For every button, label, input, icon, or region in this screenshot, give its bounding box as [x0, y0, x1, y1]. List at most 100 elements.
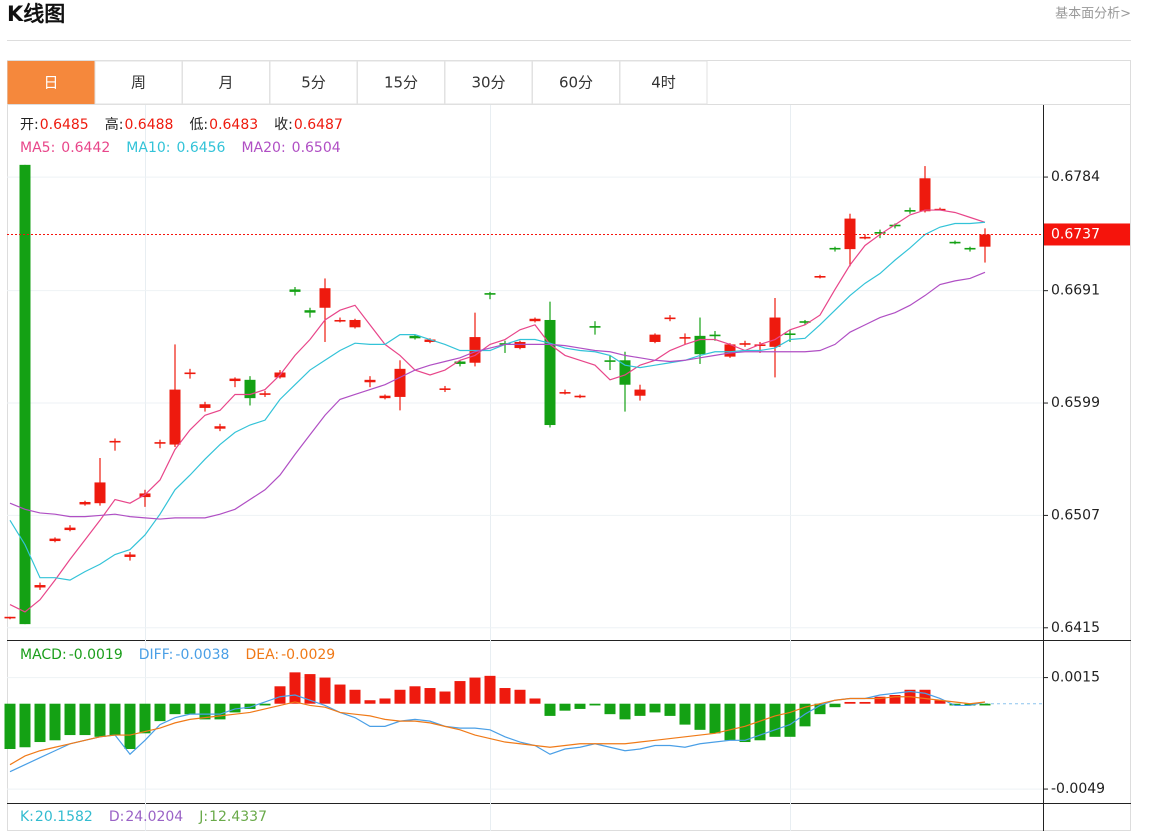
macd-bar: [349, 689, 361, 704]
legend-value: 24.0204: [125, 809, 183, 825]
tab[interactable]: [182, 60, 270, 105]
tab[interactable]: [357, 60, 445, 105]
macd-bar: [484, 675, 496, 704]
y-tick-label: 0.6691: [1051, 283, 1100, 299]
candle-body: [814, 276, 826, 278]
macd-bar: [79, 703, 91, 736]
legend-value: 0.6483: [209, 117, 258, 133]
macd-bar: [199, 703, 211, 720]
tab-label[interactable]: 30分: [471, 74, 505, 92]
macd-bar: [679, 703, 691, 725]
macd-bar: [559, 703, 571, 711]
tab[interactable]: [619, 60, 708, 105]
candle-body: [304, 310, 316, 313]
tab[interactable]: [94, 60, 183, 105]
macd-bar: [94, 703, 106, 737]
candle-body: [949, 241, 961, 244]
y-tick-label: 0.6507: [1051, 507, 1100, 523]
legend-label: K:: [20, 809, 34, 825]
legend-value: 0.6456: [176, 140, 225, 156]
macd-bar: [919, 689, 931, 704]
candle-body: [514, 341, 526, 349]
macd-bar: [574, 703, 586, 709]
legend-label: MA20:: [241, 140, 285, 156]
candle-body: [874, 232, 886, 234]
macd-bar: [874, 696, 886, 704]
candle-body: [214, 426, 226, 429]
y-tick-label: 0.6784: [1051, 169, 1100, 185]
legend-value: 0.6485: [40, 117, 89, 133]
candle-body: [409, 335, 421, 339]
tab-label[interactable]: 月: [218, 74, 233, 92]
tab[interactable]: [7, 61, 95, 104]
macd-bar: [394, 689, 406, 704]
macd-bar: [169, 703, 181, 715]
macd-bar: [889, 695, 901, 704]
macd-line: [9, 696, 986, 766]
macd-bar: [604, 703, 616, 715]
tab-label[interactable]: 4时: [651, 74, 676, 92]
macd-bar: [514, 689, 526, 704]
legend-label: MA10:: [126, 140, 170, 156]
candle-body: [664, 317, 676, 320]
macd-bar: [184, 703, 196, 715]
candle-body: [574, 395, 586, 398]
candle-body: [559, 392, 571, 394]
macd-bar: [469, 677, 481, 704]
tab-label[interactable]: 周: [131, 74, 146, 92]
macd-bar: [334, 684, 346, 704]
legend-label: DEA:: [245, 647, 279, 663]
macd-bar: [979, 703, 991, 706]
candle-body: [799, 321, 811, 323]
candle-body: [859, 236, 871, 239]
y-tick-label: 0.6599: [1051, 395, 1100, 411]
macd-bar: [934, 700, 946, 704]
macd-bar: [139, 703, 151, 734]
legend-value: 0.6488: [124, 117, 173, 133]
candle-body: [649, 334, 661, 342]
candle-body: [544, 319, 556, 426]
macd-bar: [409, 686, 421, 704]
candle-body: [754, 344, 766, 347]
candle-body: [844, 218, 856, 250]
fundamental-link[interactable]: 基本面分析>: [1055, 7, 1131, 22]
macd-bar: [634, 703, 646, 716]
y-tick-label: 0.0015: [1051, 670, 1100, 686]
legend-value: 20.1582: [35, 809, 93, 825]
tab[interactable]: [444, 60, 533, 105]
legend-label: MA5:: [20, 140, 55, 156]
candle-body: [109, 440, 121, 443]
tab-label[interactable]: 5分: [301, 74, 326, 92]
macd-bar: [619, 703, 631, 720]
tab-label[interactable]: 15分: [384, 74, 418, 92]
macd-bar: [229, 703, 241, 713]
legend-value: 0.6442: [61, 140, 110, 156]
legend-label: J:: [198, 809, 208, 825]
candle-body: [154, 442, 166, 444]
candle-body: [454, 361, 466, 364]
candle-body: [229, 378, 241, 382]
macd-bar: [859, 701, 871, 704]
legend-label: DIFF:: [139, 647, 174, 663]
tab-label[interactable]: 60分: [559, 74, 593, 92]
macd-bar: [799, 703, 811, 727]
macd-bar: [19, 703, 31, 748]
candle-body: [34, 585, 46, 588]
legend-label: MACD:: [20, 647, 67, 663]
legend-value: -0.0038: [175, 647, 229, 663]
macd-bar: [964, 703, 976, 706]
chart-frame: [7, 60, 1131, 831]
ma-line: [9, 221, 986, 581]
tab-label[interactable]: 日: [43, 74, 58, 92]
candle-body: [64, 527, 76, 531]
candle-body: [379, 395, 391, 399]
legend-label: 高:: [105, 116, 124, 133]
tab[interactable]: [532, 60, 620, 105]
macd-bar: [259, 703, 271, 706]
candle-body: [244, 379, 256, 399]
macd-bar: [949, 703, 961, 706]
candle-body: [319, 288, 331, 308]
macd-bar: [454, 681, 466, 704]
candle-body: [889, 224, 901, 227]
